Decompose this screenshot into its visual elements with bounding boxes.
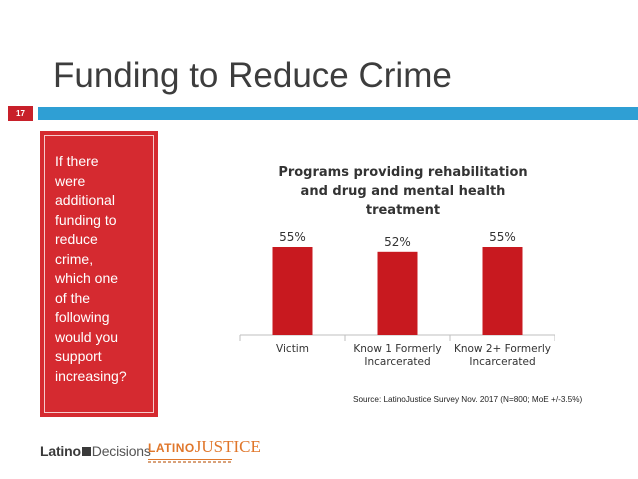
data-label: 52% bbox=[384, 235, 411, 249]
question-line: increasing? bbox=[55, 367, 127, 384]
category-label: Know 1 Formerly bbox=[353, 343, 441, 355]
question-line: would you bbox=[55, 328, 119, 345]
latino-decisions-logo: Latino Decisions bbox=[40, 443, 151, 459]
latinojustice-logo: LATINOJUSTICE bbox=[148, 437, 261, 463]
question-panel-border bbox=[44, 135, 154, 413]
title-underline-bar bbox=[38, 107, 638, 120]
latinojustice-logo-fineprint bbox=[148, 461, 232, 463]
chart-title-line: treatment bbox=[366, 203, 440, 218]
latinojustice-logo-word-1: LATINO bbox=[148, 441, 195, 455]
question-line: support bbox=[55, 348, 102, 364]
data-label: 55% bbox=[279, 230, 306, 244]
latino-decisions-logo-mark-icon bbox=[81, 447, 91, 456]
question-line: were bbox=[55, 172, 86, 189]
latinojustice-logo-word-2: JUSTICE bbox=[194, 437, 261, 456]
bar-chart: Programs providing rehabilitation and dru… bbox=[239, 165, 555, 368]
question-line: which one bbox=[55, 270, 119, 286]
slide-title: Funding to Reduce Crime bbox=[53, 56, 452, 95]
category-label: Know 2+ Formerly bbox=[454, 343, 551, 355]
question-line: following bbox=[55, 309, 110, 325]
bar bbox=[482, 247, 523, 335]
question-line: funding to bbox=[55, 211, 117, 228]
bar bbox=[377, 251, 418, 335]
category-label: Incarcerated bbox=[469, 356, 535, 368]
source-note: Source: LatinoJustice Survey Nov. 2017 (… bbox=[353, 395, 583, 404]
data-label: 55% bbox=[489, 230, 516, 244]
chart-title-line: Programs providing rehabilitation bbox=[278, 165, 527, 180]
chart-title-line: and drug and mental health bbox=[301, 184, 506, 199]
question-text: If there were additional funding to redu… bbox=[55, 152, 143, 386]
latinojustice-logo-rule bbox=[148, 459, 232, 460]
question-line: additional bbox=[55, 192, 115, 208]
latino-decisions-logo-word-2: Decisions bbox=[91, 443, 151, 459]
category-label: Victim bbox=[276, 343, 309, 355]
slide-number: 17 bbox=[8, 106, 33, 121]
question-line: of the bbox=[55, 289, 91, 306]
latino-decisions-logo-word-1: Latino bbox=[40, 443, 81, 459]
bar bbox=[272, 247, 313, 335]
question-line: If there bbox=[55, 153, 99, 169]
category-label: Incarcerated bbox=[364, 356, 430, 368]
question-panel: If there were additional funding to redu… bbox=[40, 131, 158, 417]
question-line: crime, bbox=[55, 250, 94, 267]
question-line: reduce bbox=[55, 231, 98, 247]
